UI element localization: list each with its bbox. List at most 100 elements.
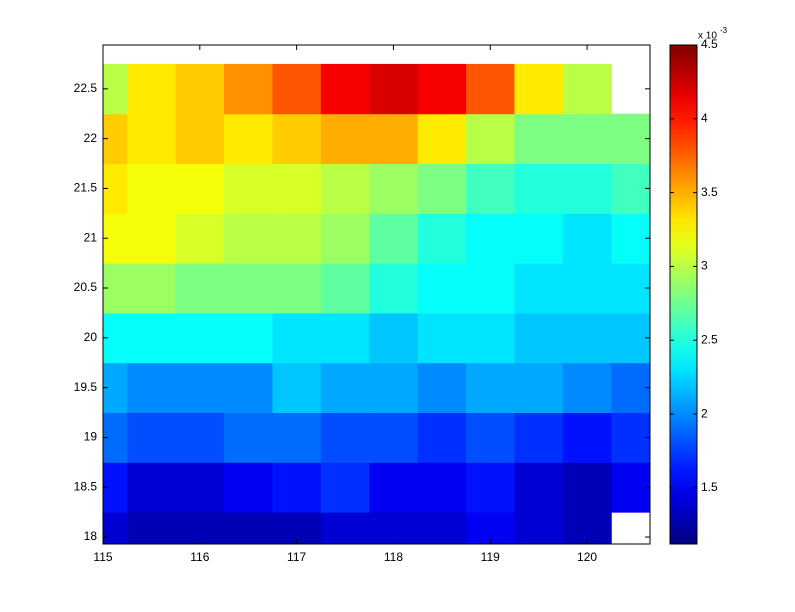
- heat-cell: [417, 362, 467, 414]
- heat-cell: [272, 213, 322, 264]
- heat-cell: [224, 462, 273, 513]
- y-tick-label: 19.5: [74, 380, 98, 394]
- heat-cell: [127, 113, 177, 165]
- heat-cell: [417, 113, 467, 165]
- heat-cell: [320, 163, 370, 214]
- heat-cell: [466, 113, 515, 165]
- y-tick-label: 18.5: [74, 479, 98, 493]
- heat-cell: [175, 462, 225, 513]
- heat-cell: [224, 362, 273, 414]
- y-tick-label: 22.5: [74, 81, 98, 95]
- colorbar-multiplier: x 10: [698, 31, 717, 42]
- heat-cell: [466, 312, 515, 364]
- x-tick-label: 117: [287, 550, 306, 564]
- x-tick-label: 119: [481, 550, 500, 564]
- y-tick-label: 18: [84, 529, 98, 543]
- heat-cell: [562, 412, 612, 463]
- heat-cell: [127, 263, 177, 314]
- heat-cell: [611, 362, 650, 414]
- heat-cell: [466, 412, 515, 463]
- heat-cell: [417, 312, 467, 364]
- heat-cell: [514, 362, 564, 414]
- heat-cell: [514, 213, 564, 264]
- y-tick-label: 19: [84, 430, 98, 444]
- y-tick-label: 21: [84, 230, 98, 244]
- heat-cell: [127, 312, 177, 364]
- heat-cell: [562, 512, 612, 544]
- heat-cell: [224, 163, 273, 214]
- colorbar-tick-label: 1.5: [701, 480, 718, 494]
- heat-cell: [320, 362, 370, 414]
- heat-cell: [417, 213, 467, 264]
- heat-cell: [320, 512, 370, 544]
- heat-cell: [514, 63, 564, 115]
- heat-cell: [369, 312, 419, 364]
- colorbar-tick-label: 2.5: [701, 332, 718, 346]
- colorbar-tick-label: 4: [701, 111, 708, 125]
- x-tick-label: 120: [577, 550, 597, 564]
- heat-cell: [611, 412, 650, 463]
- heat-cell: [224, 63, 273, 115]
- heat-cell: [224, 113, 273, 165]
- heat-cell: [272, 63, 322, 115]
- heat-cell: [417, 263, 467, 314]
- x-tick-label: 118: [384, 550, 403, 564]
- heat-cell: [175, 263, 225, 314]
- heat-cell: [611, 163, 650, 214]
- heat-cell: [127, 213, 177, 264]
- heat-cell: [562, 312, 612, 364]
- heat-cell: [272, 462, 322, 513]
- colorbar-tick-label: 4.5: [701, 37, 718, 51]
- heat-cell: [320, 263, 370, 314]
- heat-cell: [369, 163, 419, 214]
- heat-cell: [369, 213, 419, 264]
- heat-cell: [562, 362, 612, 414]
- x-tick-label: 116: [190, 550, 209, 564]
- heat-cell: [466, 462, 515, 513]
- heat-cell: [466, 213, 515, 264]
- colorbar-tick-label: 2: [701, 406, 708, 420]
- y-tick-label: 22: [84, 131, 98, 145]
- heat-cell: [562, 462, 612, 513]
- heat-cell: [272, 362, 322, 414]
- heat-cell: [175, 113, 225, 165]
- heat-cell: [175, 63, 225, 115]
- heat-cell: [466, 63, 515, 115]
- heat-cell: [514, 512, 564, 544]
- colorbar-tick-label: 3: [701, 259, 708, 273]
- heat-cell: [175, 512, 225, 544]
- heat-cell: [272, 163, 322, 214]
- y-tick-label: 20: [84, 330, 98, 344]
- heat-cell: [369, 512, 419, 544]
- heat-cell: [224, 263, 273, 314]
- heat-cell: [562, 63, 612, 115]
- heat-cell: [272, 412, 322, 463]
- colorbar-exponent: -3: [720, 26, 728, 35]
- heat-cell: [320, 63, 370, 115]
- heat-cell: [611, 263, 650, 314]
- heat-cell: [466, 263, 515, 314]
- heat-cell: [103, 512, 128, 544]
- colorbar: [669, 44, 698, 545]
- heat-cell: [562, 113, 612, 165]
- heat-cell: [127, 163, 177, 214]
- heat-cell: [514, 312, 564, 364]
- heat-cell: [369, 462, 419, 513]
- heat-cell: [320, 113, 370, 165]
- heat-cell: [562, 263, 612, 314]
- heat-cell: [562, 163, 612, 214]
- heat-cell: [224, 312, 273, 364]
- heat-cell: [272, 263, 322, 314]
- y-tick-label: 20.5: [74, 280, 98, 294]
- heat-cell: [127, 63, 177, 115]
- heat-cell: [369, 412, 419, 463]
- heat-cell: [175, 163, 225, 214]
- heat-cell: [611, 462, 650, 513]
- heat-cell: [175, 412, 225, 463]
- heat-cell: [417, 512, 467, 544]
- x-tick-label: 115: [93, 550, 112, 564]
- heat-cell: [417, 462, 467, 513]
- heat-cell: [417, 63, 467, 115]
- heat-cell: [514, 412, 564, 463]
